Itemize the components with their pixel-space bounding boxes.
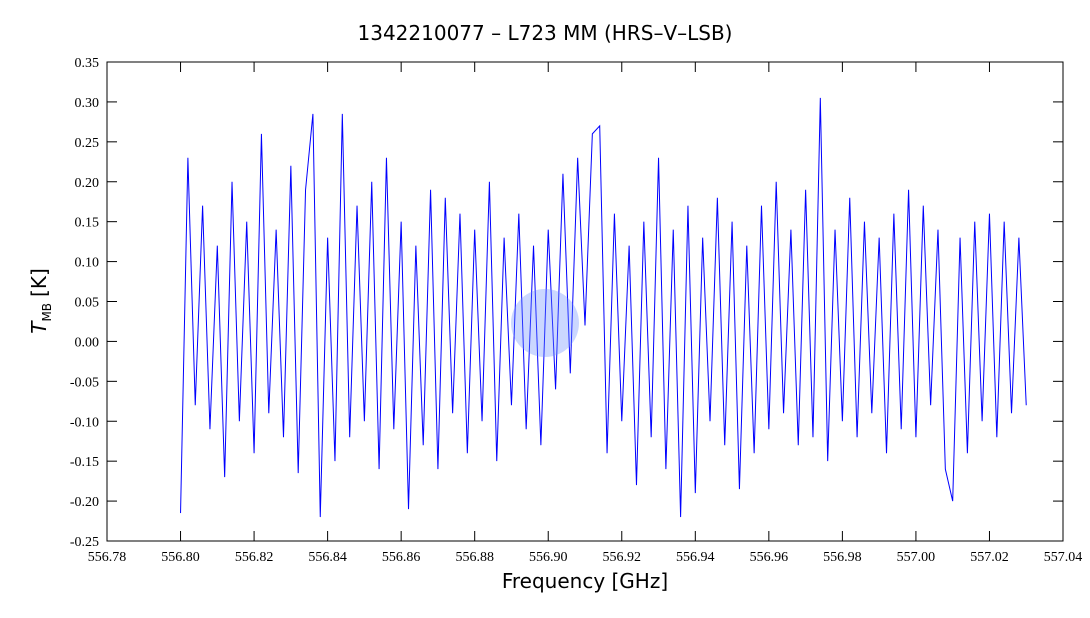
x-tick-label: 557.00	[897, 550, 936, 565]
y-tick-label: 0.35	[75, 56, 100, 71]
x-axis-label: Frequency [GHz]	[502, 569, 668, 593]
x-tick-label: 556.86	[382, 550, 421, 565]
x-tick-label: 556.90	[529, 550, 568, 565]
y-tick-label: 0.15	[75, 216, 100, 231]
y-tick-label: 0.10	[75, 256, 100, 271]
y-tick-label: 0.20	[75, 176, 100, 191]
y-tick-label: 0.00	[75, 335, 100, 350]
plot-area	[180, 97, 1027, 518]
x-tick-label: 556.94	[676, 550, 715, 565]
x-tick-label: 556.88	[455, 550, 494, 565]
y-tick-label: -0.15	[70, 455, 99, 470]
y-tick-label: -0.20	[70, 495, 99, 510]
x-tick-label: 556.78	[88, 550, 127, 565]
y-tick-label: -0.05	[70, 375, 99, 390]
x-tick-label: 556.80	[161, 550, 200, 565]
y-axis-label: TMB [K]	[27, 268, 54, 334]
y-tick-label: -0.10	[70, 415, 99, 430]
x-tick-label: 556.82	[235, 550, 274, 565]
y-label-main: T	[27, 320, 51, 334]
x-tick-label: 557.04	[1044, 550, 1083, 565]
x-tick-label: 556.98	[823, 550, 862, 565]
x-tick-label: 556.84	[308, 550, 347, 565]
y-label-sub: MB	[40, 303, 54, 322]
x-tick-label: 556.96	[750, 550, 789, 565]
x-tick-label: 556.92	[603, 550, 642, 565]
x-tick-label: 557.02	[970, 550, 1009, 565]
y-tick-label: 0.30	[75, 96, 100, 111]
y-label-unit: [K]	[27, 268, 51, 297]
cursor-highlight	[511, 289, 579, 357]
y-tick-label: 0.25	[75, 136, 100, 151]
y-tick-label: 0.05	[75, 296, 100, 311]
y-tick-label: -0.25	[70, 535, 99, 550]
chart-title: 1342210077 – L723 MM (HRS–V–LSB)	[358, 21, 733, 45]
spectrum-line	[180, 97, 1027, 518]
